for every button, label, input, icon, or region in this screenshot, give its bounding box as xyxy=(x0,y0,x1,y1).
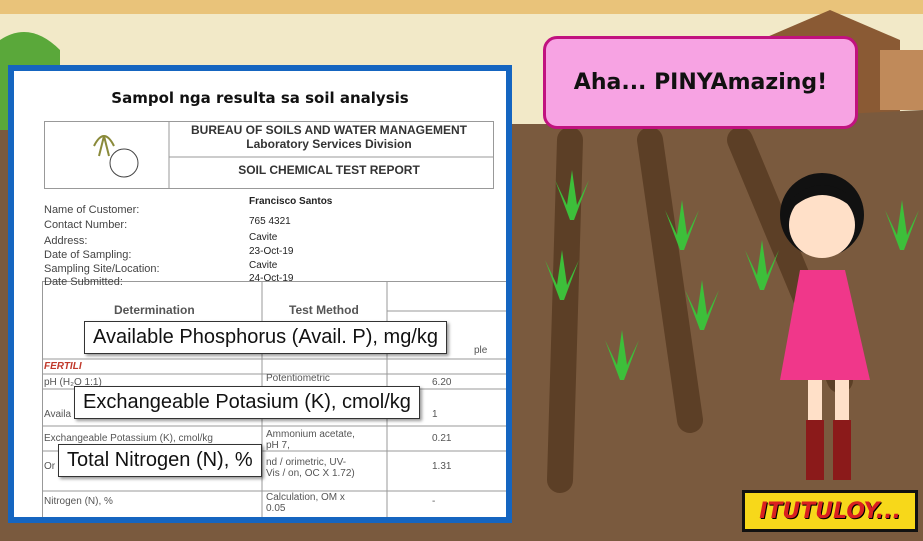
field-value: 24-Oct-19 xyxy=(249,273,293,284)
callout-label: Available Phosphorus (Avail. P), mg/kg xyxy=(84,321,447,354)
badge-text: ITUTULOY... xyxy=(759,499,901,524)
test-method: Ammonium acetate, pH 7, xyxy=(266,429,356,451)
speech-text: Aha... PINYAmazing! xyxy=(574,70,827,95)
table-section: FERTILI xyxy=(44,361,82,372)
agency: BUREAU OF SOILS AND WATER MANAGEMENT xyxy=(169,123,489,137)
field-label: Name of Customer: xyxy=(44,204,139,216)
field-label: Date Submitted: xyxy=(44,276,123,288)
table-header: ple xyxy=(474,345,487,356)
determination: Nitrogen (N), % xyxy=(44,496,113,507)
result: - xyxy=(432,496,435,507)
test-method: nd / orimetric, UV-Vis / on, OC X 1.72) xyxy=(266,457,356,479)
result: 0.21 xyxy=(432,433,451,444)
report-document: Sampol nga resulta sa soil analysis BURE… xyxy=(8,65,512,523)
field-value: Cavite xyxy=(249,260,277,271)
continue-badge[interactable]: ITUTULOY... xyxy=(742,490,918,532)
field-label: Date of Sampling: xyxy=(44,249,131,261)
field-label: Address: xyxy=(44,235,87,247)
determination: Exchangeable Potassium (K), cmol/kg xyxy=(44,433,213,444)
table-header: Determination xyxy=(114,303,195,317)
field-value: 23-Oct-19 xyxy=(249,246,293,257)
result: 6.20 xyxy=(432,377,451,388)
field-value: 765 4321 xyxy=(249,216,291,227)
report-type: SOIL CHEMICAL TEST REPORT xyxy=(169,163,489,177)
division: Laboratory Services Division xyxy=(169,137,489,151)
document-title: Sampol nga resulta sa soil analysis xyxy=(14,89,506,107)
callout-label: Exchangeable Potasium (K), cmol/kg xyxy=(74,386,420,419)
test-method: Calculation, OM x 0.05 xyxy=(266,492,356,514)
field-value: Francisco Santos xyxy=(249,196,332,207)
result: 1 xyxy=(432,409,438,420)
determination: Or xyxy=(44,461,55,472)
field-value: Cavite xyxy=(249,232,277,243)
test-method: Potentiometric xyxy=(266,373,356,384)
result: 1.31 xyxy=(432,461,451,472)
speech-bubble: Aha... PINYAmazing! xyxy=(543,36,858,129)
callout-label: Total Nitrogen (N), % xyxy=(58,444,262,477)
determination: Availa xyxy=(44,409,71,420)
scene: Sampol nga resulta sa soil analysis BURE… xyxy=(0,0,923,541)
field-label: Contact Number: xyxy=(44,219,127,231)
table-header: Test Method xyxy=(289,303,359,317)
field-label: Sampling Site/Location: xyxy=(44,263,160,275)
